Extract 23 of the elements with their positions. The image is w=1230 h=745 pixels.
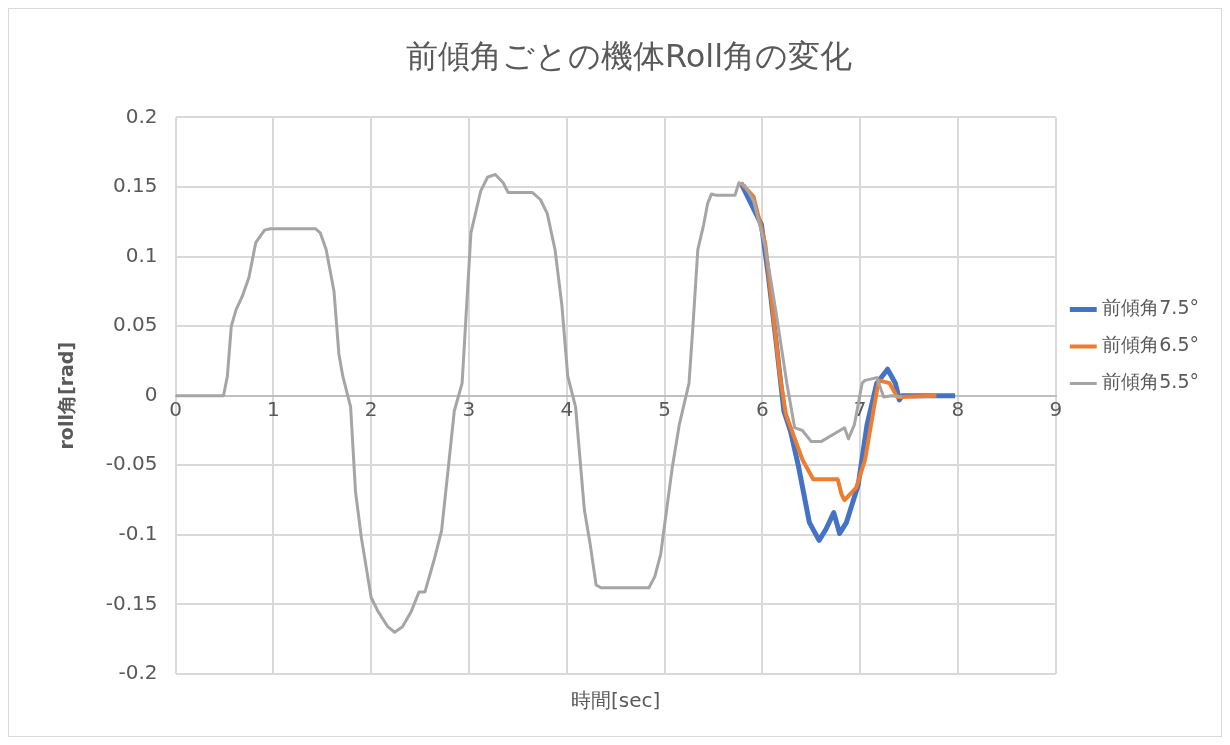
- y-tick-label: 0.1: [125, 242, 158, 267]
- y-tick-label: 0.2: [125, 103, 158, 128]
- legend-label: 前傾角7.5°: [1102, 296, 1199, 319]
- y-tick-label: 0.05: [113, 312, 158, 337]
- x-tick-label: 6: [756, 396, 769, 421]
- x-tick-label: 9: [1049, 396, 1063, 421]
- x-tick-label: 8: [951, 396, 965, 421]
- legend-label: 前傾角6.5°: [1102, 333, 1199, 356]
- y-tick-label: -0.2: [118, 660, 158, 685]
- x-tick-label: 3: [462, 396, 476, 421]
- y-tick-label: -0.1: [118, 521, 158, 546]
- chart-title: 前傾角ごとの機体Roll角の変化: [405, 36, 853, 75]
- x-tick-label: 2: [364, 396, 378, 421]
- x-axis-title: 時間[sec]: [571, 688, 661, 713]
- y-tick-label: -0.05: [105, 451, 158, 476]
- x-tick-label: 1: [266, 396, 280, 421]
- y-tick-label: 0.15: [113, 173, 158, 198]
- legend-label: 前傾角5.5°: [1102, 370, 1199, 393]
- x-tick-label: 5: [658, 396, 671, 421]
- x-tick-label: 0: [169, 396, 182, 421]
- x-tick-label: 4: [560, 396, 574, 421]
- y-axis-title: roll角[rad]: [55, 341, 78, 450]
- y-tick-label: -0.15: [105, 590, 158, 615]
